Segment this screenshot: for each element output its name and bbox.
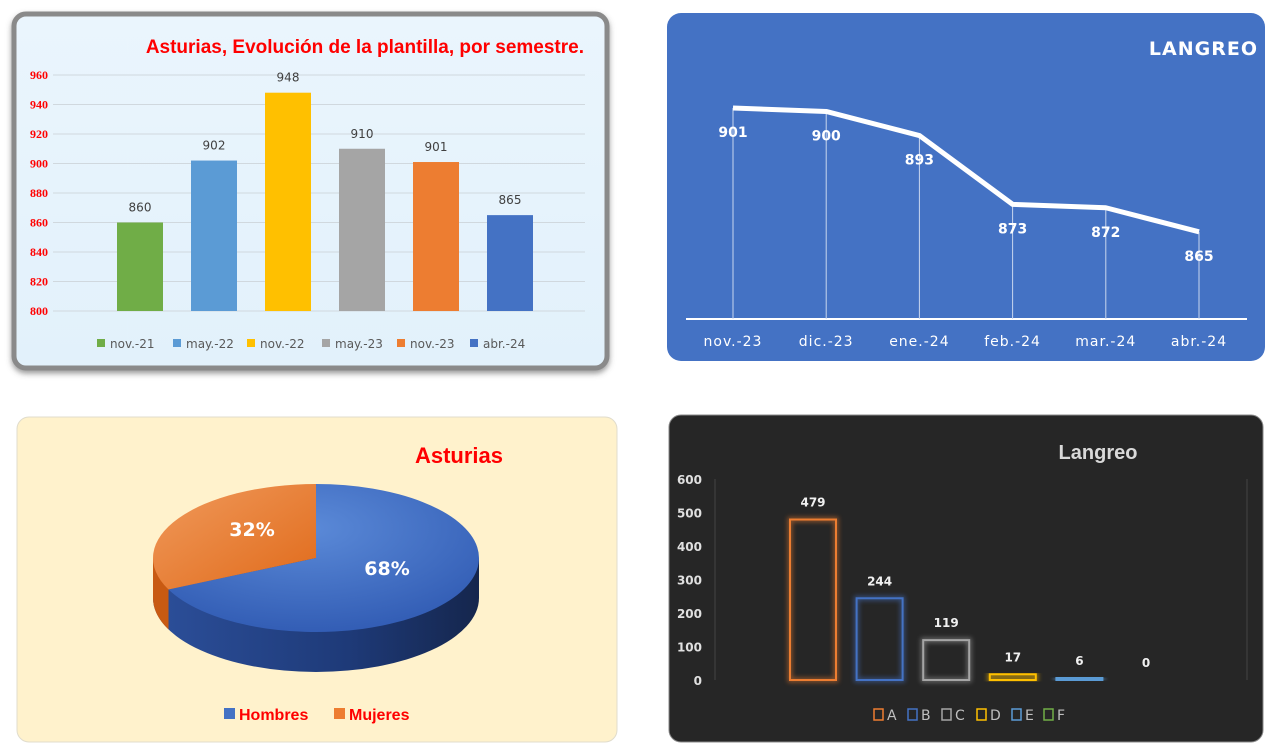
legend-swatch[interactable] xyxy=(941,708,952,721)
data-label: 902 xyxy=(203,139,226,153)
chart3-title: Asturias xyxy=(415,443,503,468)
pie-data-label: 32% xyxy=(229,519,274,541)
y-tick-label: 200 xyxy=(677,607,702,621)
data-label: 948 xyxy=(277,71,300,85)
legend-label[interactable]: nov.-23 xyxy=(410,337,455,351)
pie-slice-mujeres[interactable] xyxy=(152,484,316,590)
bar-E xyxy=(1055,676,1104,681)
bar-nov.-21 xyxy=(117,222,163,311)
bar-A xyxy=(789,518,837,681)
data-label: 119 xyxy=(934,616,959,630)
data-label: 244 xyxy=(867,574,892,588)
y-tick-label: 900 xyxy=(30,157,48,171)
y-tick-label: 940 xyxy=(30,98,48,112)
legend-swatch[interactable] xyxy=(322,339,330,347)
legend-label[interactable]: nov.-22 xyxy=(260,337,305,351)
bar-B xyxy=(855,597,904,682)
legend-label[interactable]: abr.-24 xyxy=(483,337,525,351)
data-label: 893 xyxy=(905,153,934,169)
legend-swatch[interactable] xyxy=(247,339,255,347)
bar-may.-22 xyxy=(191,160,237,311)
legend-swatch[interactable] xyxy=(873,708,884,721)
y-tick-label: 600 xyxy=(677,473,702,487)
data-label: 900 xyxy=(812,128,841,144)
y-tick-label: 880 xyxy=(30,186,48,200)
x-tick-label: abr.-24 xyxy=(1171,334,1227,350)
legend-swatch[interactable] xyxy=(470,339,478,347)
legend-swatch[interactable] xyxy=(976,708,987,721)
chart1-title: Asturias, Evolución de la plantilla, por… xyxy=(146,37,584,58)
legend-swatch[interactable] xyxy=(173,339,181,347)
x-tick-label: mar.-24 xyxy=(1075,334,1136,350)
data-label: 901 xyxy=(718,125,747,141)
series-line xyxy=(732,105,1200,235)
x-tick-label: dic.-23 xyxy=(799,334,854,350)
legend-swatch[interactable] xyxy=(1011,708,1022,721)
pie-slice-hombres[interactable] xyxy=(168,484,479,632)
data-label: 479 xyxy=(800,496,825,510)
x-tick-label: ene.-24 xyxy=(889,334,949,350)
data-label: 6 xyxy=(1075,654,1083,668)
data-label: 901 xyxy=(425,140,448,154)
bar-nov.-23 xyxy=(413,162,459,311)
legend-swatch[interactable] xyxy=(334,708,345,719)
bar-abr.-24 xyxy=(487,215,533,311)
bar-D xyxy=(988,673,1037,681)
legend-swatch[interactable] xyxy=(97,339,105,347)
chart4-title: Langreo xyxy=(1059,442,1138,464)
legend-label[interactable]: F xyxy=(1057,708,1065,724)
y-tick-label: 860 xyxy=(30,216,48,230)
legend-swatch[interactable] xyxy=(907,708,918,721)
legend-label[interactable]: B xyxy=(921,708,931,724)
legend-label[interactable]: C xyxy=(955,708,965,724)
chart2-title: LANGREO xyxy=(1149,38,1258,60)
chart4-panel xyxy=(668,414,1264,743)
data-label: 860 xyxy=(129,201,152,215)
data-label: 872 xyxy=(1091,225,1120,241)
data-label: 17 xyxy=(1004,650,1021,664)
bar-C xyxy=(922,639,971,682)
legend-label[interactable]: D xyxy=(990,708,1001,724)
bar-nov.-22 xyxy=(265,92,311,311)
pie-side-mujeres xyxy=(153,558,169,630)
legend-swatch[interactable] xyxy=(224,708,235,719)
data-label: 865 xyxy=(1184,249,1213,265)
y-tick-label: 800 xyxy=(30,304,48,318)
y-tick-label: 400 xyxy=(677,540,702,554)
legend-swatch[interactable] xyxy=(397,339,405,347)
y-tick-label: 0 xyxy=(694,674,702,688)
y-tick-label: 920 xyxy=(30,127,48,141)
data-label: 865 xyxy=(499,193,522,207)
data-label: 910 xyxy=(351,127,374,141)
y-tick-label: 500 xyxy=(677,507,702,521)
legend-label[interactable]: nov.-21 xyxy=(110,337,155,351)
legend-label[interactable]: Mujeres xyxy=(349,707,410,724)
legend-label[interactable]: E xyxy=(1025,708,1034,724)
data-label: 0 xyxy=(1142,656,1150,670)
y-tick-label: 960 xyxy=(30,68,48,82)
legend-label[interactable]: Hombres xyxy=(239,707,308,724)
x-tick-label: feb.-24 xyxy=(984,334,1041,350)
y-tick-label: 840 xyxy=(30,245,48,259)
chart2-panel xyxy=(667,13,1265,361)
y-tick-label: 820 xyxy=(30,275,48,289)
legend-label[interactable]: may.-22 xyxy=(186,337,234,351)
data-label: 873 xyxy=(998,221,1027,237)
bar-may.-23 xyxy=(339,148,385,311)
y-tick-label: 300 xyxy=(677,574,702,588)
y-tick-label: 100 xyxy=(677,641,702,655)
legend-label[interactable]: may.-23 xyxy=(335,337,383,351)
pie-data-label: 68% xyxy=(364,558,409,580)
x-tick-label: nov.-23 xyxy=(704,334,763,350)
legend-swatch[interactable] xyxy=(1043,708,1054,721)
legend-label[interactable]: A xyxy=(887,708,897,724)
